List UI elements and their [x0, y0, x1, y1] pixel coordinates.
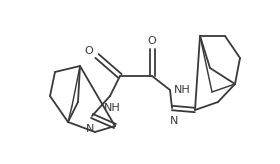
Text: N: N: [170, 116, 178, 126]
Text: O: O: [148, 36, 156, 46]
Text: NH: NH: [104, 103, 120, 113]
Text: NH: NH: [174, 85, 191, 95]
Text: N: N: [86, 124, 94, 134]
Text: O: O: [85, 46, 93, 56]
